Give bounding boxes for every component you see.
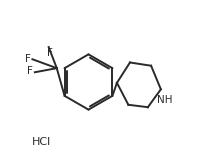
Text: NH: NH <box>156 95 171 105</box>
Text: HCl: HCl <box>32 137 50 147</box>
Text: F: F <box>27 66 33 76</box>
Text: F: F <box>25 54 31 64</box>
Text: F: F <box>46 48 52 58</box>
